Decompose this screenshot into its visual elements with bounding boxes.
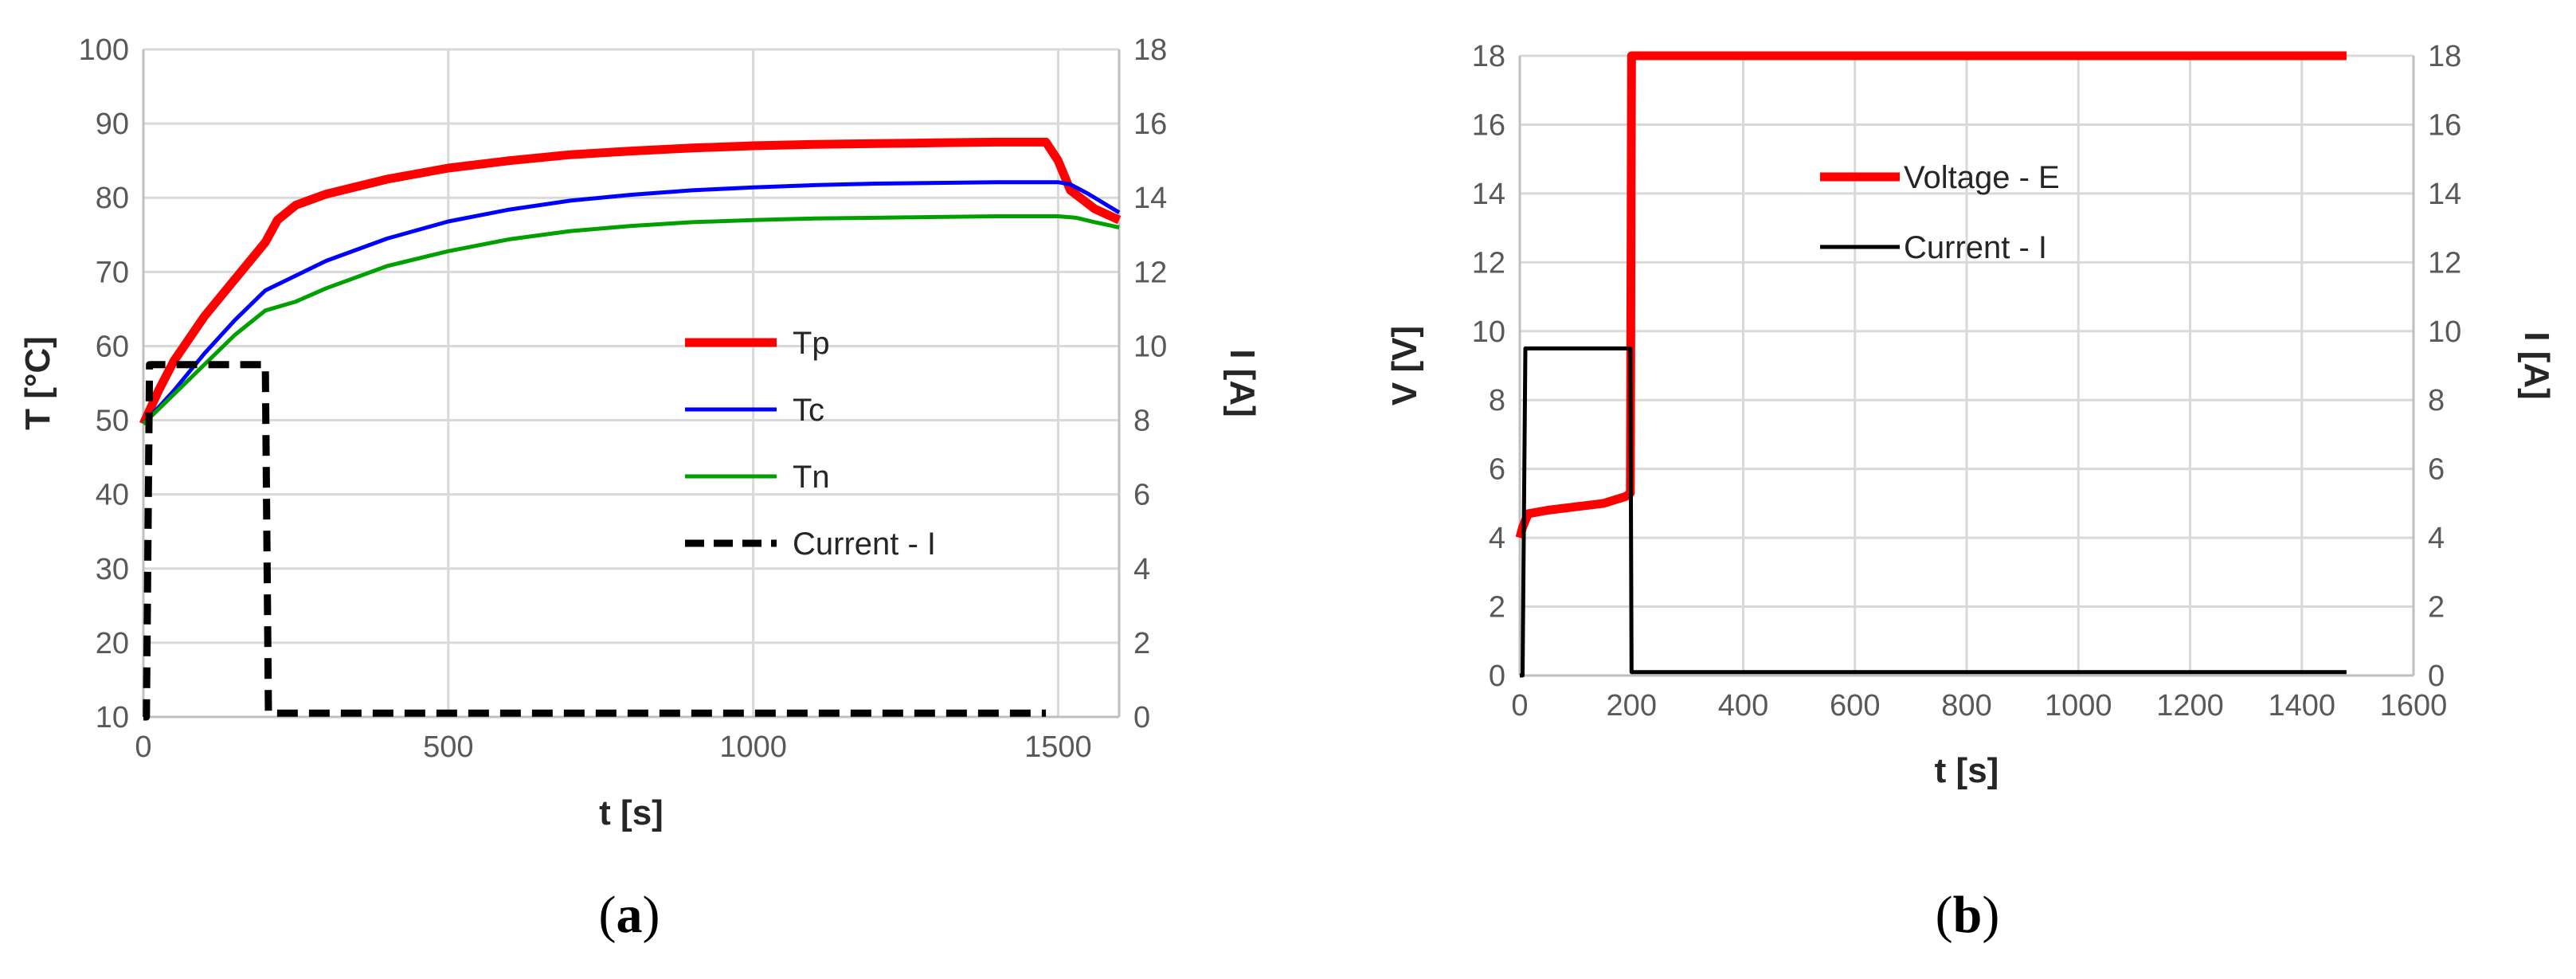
series-line-voltage-e <box>1515 51 2347 539</box>
y2-tick-label: 6 <box>2428 453 2445 487</box>
y-tick-label: 10 <box>1472 315 1505 349</box>
x-tick-label: 0 <box>1511 689 1528 723</box>
y2-tick-label: 18 <box>1133 33 1167 67</box>
y-tick-label: 10 <box>96 701 129 734</box>
figure-caption: (b) <box>1936 886 2000 944</box>
x-tick-label: 500 <box>423 730 473 764</box>
x-tick-label: 1000 <box>719 730 787 764</box>
x-axis-title: t [s] <box>599 793 664 832</box>
y2-tick-label: 14 <box>2428 178 2461 211</box>
y-tick-label: 30 <box>96 553 129 586</box>
y-tick-label: 12 <box>1472 246 1505 280</box>
caption-letter: a <box>617 886 643 944</box>
y-axis-title: V [V] <box>1385 326 1424 405</box>
chart-a: 0 500 1000 15001020304050607080901000246810… <box>18 33 1262 944</box>
y-tick-label: 0 <box>1489 660 1505 693</box>
legend-label: Tn <box>793 460 830 495</box>
y-tick-label: 4 <box>1489 522 1505 555</box>
x-tick-label: 1200 <box>2156 689 2224 723</box>
x-tick-label: 200 <box>1607 689 1657 723</box>
figure-caption: (a) <box>599 886 660 944</box>
y2-tick-label: 8 <box>1133 405 1150 438</box>
y-tick-label: 18 <box>1472 40 1505 73</box>
y2-tick-label: 16 <box>2428 108 2461 142</box>
caption-letter: b <box>1953 886 1983 944</box>
x-axis-title: t [s] <box>1935 751 1999 790</box>
y2-tick-label: 4 <box>2428 522 2445 555</box>
y-tick-label: 70 <box>96 256 129 289</box>
y2-tick-label: 10 <box>2428 315 2461 349</box>
series-line-current-i <box>1520 346 2347 678</box>
y2-tick-label: 2 <box>2428 591 2445 625</box>
series-line-tp <box>139 137 1122 426</box>
x-tick-label: 1000 <box>2045 689 2112 723</box>
x-tick-label: 600 <box>1830 689 1880 723</box>
x-tick-label: 1400 <box>2268 689 2335 723</box>
y-tick-label: 6 <box>1489 453 1505 487</box>
legend-label: Tc <box>793 393 824 428</box>
legend-label: Voltage - E <box>1904 160 2060 195</box>
y-tick-label: 40 <box>96 479 129 512</box>
y2-tick-label: 0 <box>2428 660 2445 693</box>
y2-tick-label: 6 <box>1133 479 1150 512</box>
y2-tick-label: 14 <box>1133 182 1167 215</box>
x-tick-label: 800 <box>1941 689 1991 723</box>
x-tick-label: 0 <box>135 730 151 764</box>
y-tick-label: 80 <box>96 182 129 215</box>
y2-tick-label: 4 <box>1133 553 1150 586</box>
y2-tick-label: 12 <box>2428 246 2461 280</box>
y-tick-label: 20 <box>96 627 129 660</box>
caption-open-paren: ( <box>1936 886 1953 944</box>
caption-open-paren: ( <box>599 886 617 944</box>
series-line-tc <box>142 180 1121 425</box>
chart-b: 0 200 400 600 800 1000 1200 1400 160002468101214… <box>1385 40 2556 944</box>
y2-axis-title: I [A] <box>2517 331 2556 400</box>
y-tick-label: 16 <box>1472 108 1505 142</box>
legend-label: Tp <box>793 326 830 361</box>
y2-axis-title: I [A] <box>1223 349 1262 417</box>
y2-tick-label: 8 <box>2428 384 2445 417</box>
y-tick-label: 8 <box>1489 384 1505 417</box>
series-line-current-i <box>143 361 1047 721</box>
y2-tick-label: 10 <box>1133 330 1167 363</box>
y-tick-label: 14 <box>1472 178 1505 211</box>
y-tick-label: 90 <box>96 108 129 141</box>
y2-tick-label: 16 <box>1133 108 1167 141</box>
y-tick-label: 50 <box>96 405 129 438</box>
x-tick-label: 400 <box>1718 689 1768 723</box>
caption-close-paren: ) <box>643 886 660 944</box>
x-tick-label: 1500 <box>1024 730 1092 764</box>
y-tick-label: 2 <box>1489 591 1505 625</box>
y2-tick-label: 18 <box>2428 40 2461 73</box>
y2-tick-label: 2 <box>1133 627 1150 660</box>
legend-label: Current - I <box>793 527 936 562</box>
y2-tick-label: 12 <box>1133 256 1167 289</box>
y-axis-title: T [°C] <box>18 336 57 430</box>
caption-close-paren: ) <box>1982 886 1999 944</box>
legend-label: Current - I <box>1904 230 2047 265</box>
y-tick-label: 100 <box>79 33 129 67</box>
x-tick-label: 1600 <box>2380 689 2448 723</box>
y2-tick-label: 0 <box>1133 701 1150 734</box>
y-tick-label: 60 <box>96 330 129 363</box>
series-line-tn <box>142 214 1120 425</box>
